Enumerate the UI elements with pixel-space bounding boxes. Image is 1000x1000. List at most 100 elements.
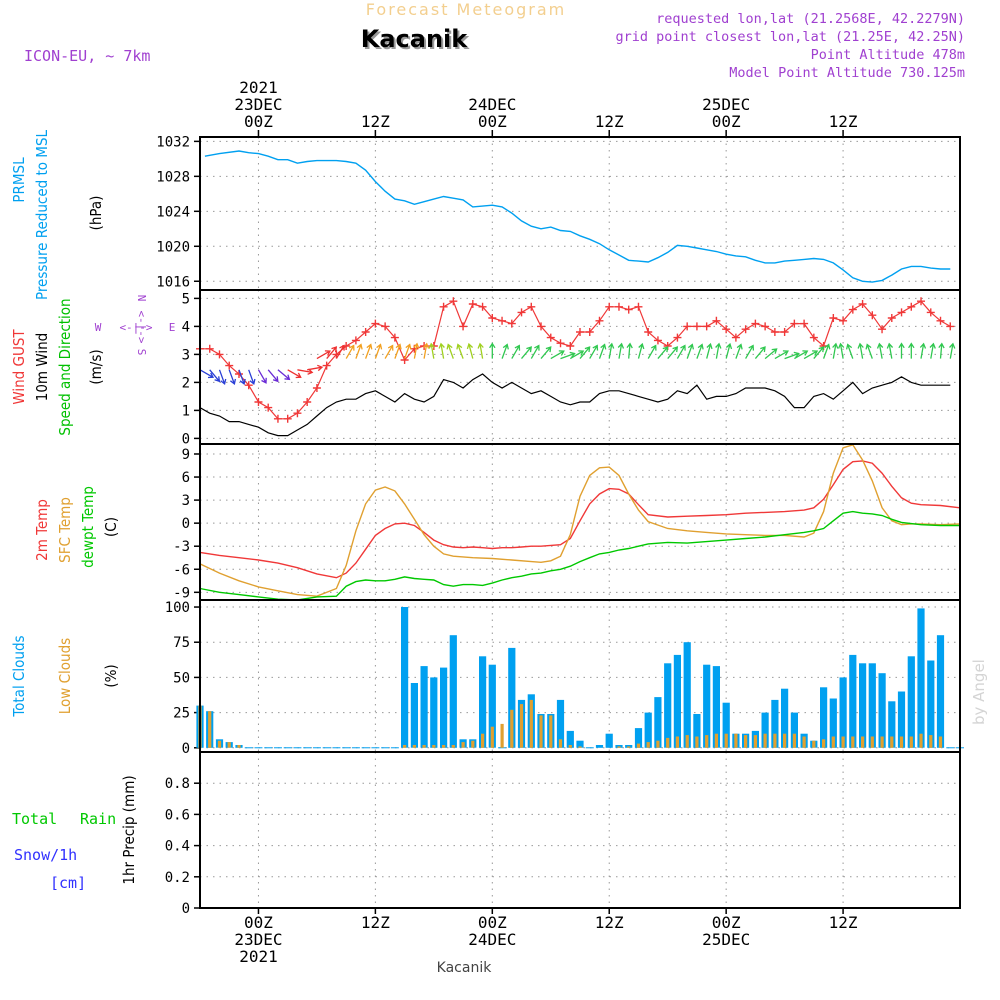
gust-marker <box>498 316 507 325</box>
y-tick-label: 2 <box>182 375 190 391</box>
low-cloud-bar <box>529 699 533 748</box>
wind-direction-arrow <box>199 369 215 379</box>
wind-direction-arrow <box>438 342 445 359</box>
gust-marker <box>205 344 214 353</box>
panel-labels: PRMSL Pressure Reduced to MSL (hPa) Wind GU… <box>10 129 175 892</box>
wind-direction-arrow <box>238 369 246 386</box>
gust-marker <box>293 409 302 418</box>
low-cloud-bar <box>237 745 241 748</box>
gust-marker <box>371 319 380 328</box>
wind-direction-arrow <box>501 343 509 359</box>
wind-direction-arrow <box>637 342 645 359</box>
gust-marker <box>614 302 623 311</box>
gust-marker <box>722 325 731 334</box>
low-cloud-bar <box>568 745 572 748</box>
wind-direction-arrow <box>803 350 819 360</box>
wind-direction-arrow <box>248 369 256 386</box>
wind-direction-arrow <box>355 343 363 359</box>
total-cloud-bar <box>605 733 613 748</box>
total-cloud-bar <box>410 683 418 748</box>
total-cloud-bar <box>849 654 857 748</box>
bottom-time-label: 25DEC <box>702 930 750 949</box>
low-cloud-bar <box>549 715 553 748</box>
low-cloud-bar <box>861 736 865 748</box>
low-cloud-bar <box>490 726 494 748</box>
gust-marker <box>868 311 877 320</box>
y-tick-label: -6 <box>173 562 190 578</box>
wind-direction-arrow <box>598 343 607 359</box>
low-cloud-bar <box>870 736 874 748</box>
wind-direction-arrow <box>550 350 565 360</box>
y-tick-label: 9 <box>182 447 190 463</box>
total-cloud-bar <box>712 666 720 748</box>
gust-marker <box>390 333 399 342</box>
low-cloud-bar <box>432 745 436 748</box>
wind-direction-arrow <box>876 342 884 359</box>
gust-marker <box>751 319 760 328</box>
gust-marker <box>468 300 477 308</box>
total-cloud-bar <box>703 664 711 748</box>
top-time-label: 24DEC <box>468 95 516 114</box>
gust-marker <box>946 322 955 331</box>
gust-marker <box>858 300 867 308</box>
wind-direction-arrow <box>754 346 766 360</box>
point-altitude: Point Altitude 478m <box>811 47 965 63</box>
total-cloud-bar <box>508 647 516 748</box>
wind-direction-arrow <box>364 343 373 359</box>
wind-direction-arrow <box>706 342 713 359</box>
wind-direction-arrow <box>745 344 755 359</box>
total-cloud-bar <box>401 607 409 748</box>
wind-direction-arrow <box>307 364 324 372</box>
top-time-label: 23DEC <box>234 95 282 114</box>
wind-direction-arrow <box>374 343 383 359</box>
gust-marker <box>887 314 896 322</box>
series-sfc-line <box>199 443 961 597</box>
gust-marker <box>936 316 945 325</box>
gust-marker <box>537 322 546 331</box>
low-cloud-bar <box>763 733 767 748</box>
temp-unit-label: (C) <box>102 517 120 537</box>
gust-marker <box>283 414 292 423</box>
top-time-label: 12Z <box>361 112 390 131</box>
low-cloud-bar <box>695 736 699 748</box>
y-tick-label: 0.6 <box>165 807 190 823</box>
low-cloud-bar <box>822 739 826 748</box>
snow-label: Snow/1h <box>14 846 77 864</box>
low-cloud-bar <box>773 733 777 748</box>
gust-marker <box>595 316 604 325</box>
total-cloud-bar <box>936 635 945 748</box>
total-cloud-bar <box>634 728 643 748</box>
wind-direction-arrow <box>589 344 599 359</box>
wind-direction-arrow <box>813 346 825 360</box>
gust-marker <box>878 325 887 334</box>
wind-direction-arrow <box>764 348 778 360</box>
bottom-time-label: 2021 <box>239 947 278 966</box>
precip-unit-label: 1hr Precip (mm) <box>120 775 138 884</box>
low-cloud-bar <box>461 742 465 748</box>
location-title-shadow: Kacanik <box>363 27 471 55</box>
wind-direction-arrow <box>908 342 915 359</box>
total-cloud-bar <box>576 740 584 748</box>
y-tick-label: 1 <box>182 403 190 419</box>
bottom-time-label: 00Z <box>478 913 507 932</box>
wind-direction-arrow <box>938 342 945 359</box>
panel-frame <box>199 289 961 445</box>
wind-direction-arrow <box>774 350 789 360</box>
total-cloud-bar <box>878 673 886 748</box>
gust-marker <box>264 403 273 412</box>
wind-direction-arrow <box>228 369 237 386</box>
low-cloud-bar <box>422 745 426 748</box>
y-tick-label: 1024 <box>156 204 190 220</box>
gust-marker <box>478 302 487 311</box>
gust-marker <box>225 361 234 370</box>
low-cloud-bar <box>666 737 670 748</box>
gust-marker <box>673 333 682 342</box>
low-cloud-bar <box>539 715 543 748</box>
series-gust-line <box>200 300 951 420</box>
wind-direction-arrow <box>335 344 345 359</box>
y-tick-label: -9 <box>173 585 190 601</box>
wind-direction-arrow <box>837 342 845 359</box>
compass-east: E <box>169 321 176 334</box>
low-cloud-bar <box>558 739 563 748</box>
